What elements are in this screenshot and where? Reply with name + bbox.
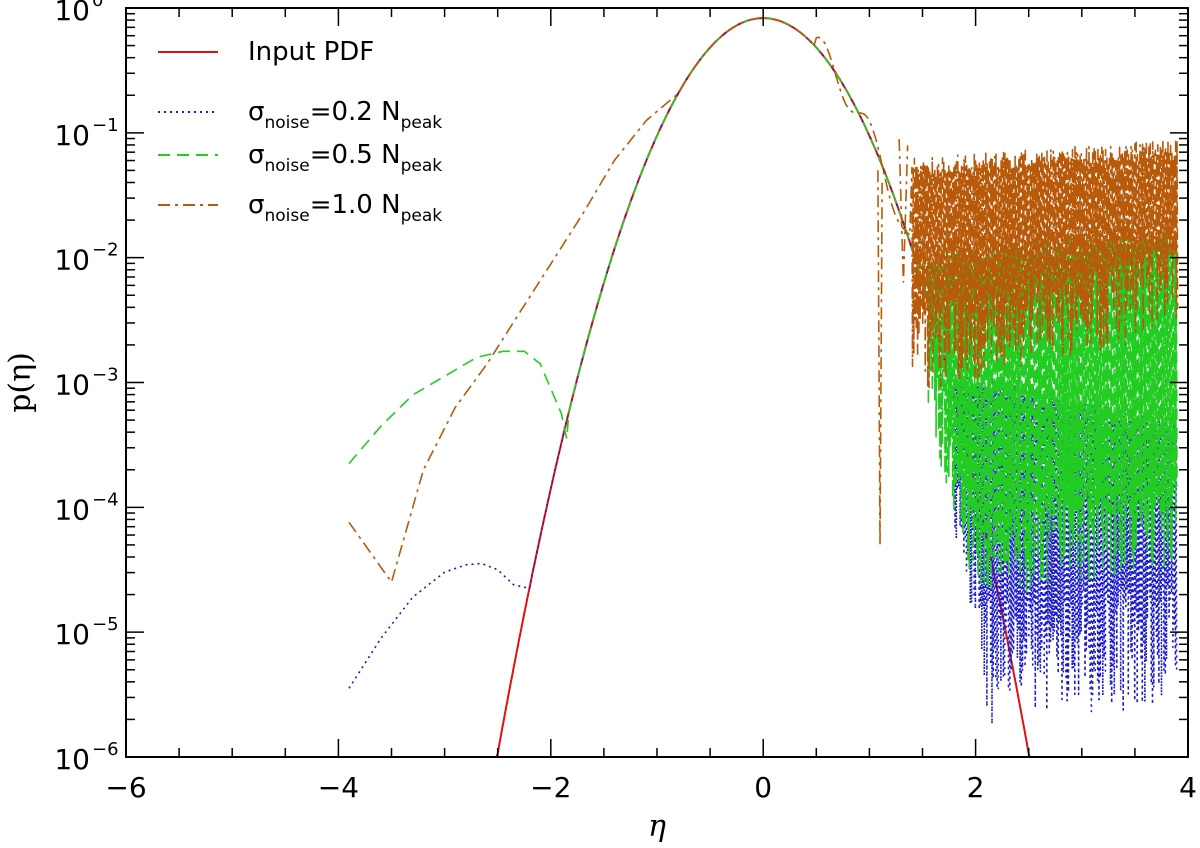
x-tick-label: −2: [530, 771, 571, 804]
y-tick-label: 10 −5: [54, 614, 118, 651]
y-tick-label: 10 0: [54, 0, 103, 27]
x-axis-label: η: [648, 809, 666, 844]
y-tick-label: 10 −6: [54, 739, 118, 776]
y-tick-label: 10 −1: [54, 115, 118, 152]
y-tick-exponent: −5: [92, 614, 119, 635]
x-tick-label: −4: [318, 771, 359, 804]
y-tick-exponent: −1: [92, 115, 119, 136]
y-tick-exponent: −2: [92, 240, 119, 261]
y-tick-label: 10 −2: [54, 240, 118, 277]
y-tick-base: 10: [54, 369, 90, 402]
y-tick-base: 10: [54, 0, 90, 27]
y-tick-base: 10: [54, 743, 90, 776]
legend: Input PDF σnoise=0.2 Npeak σnoise=0.5 Npea…: [158, 37, 442, 226]
x-tick-label: 2: [967, 771, 985, 804]
series-line-4: [348, 17, 1179, 583]
y-tick-base: 10: [54, 119, 90, 152]
y-tick-exponent: −4: [92, 489, 119, 510]
y-tick-base: 10: [54, 244, 90, 277]
legend-label-3: σnoise=0.5 Npeak: [248, 140, 442, 176]
legend-label-2: σnoise=0.2 Npeak: [248, 97, 442, 133]
y-tick-base: 10: [54, 618, 90, 651]
x-tick-label: −6: [105, 771, 146, 804]
x-tick-label: 4: [1179, 771, 1197, 804]
y-tick-exponent: −6: [92, 739, 119, 760]
legend-label-4: σnoise=1.0 Npeak: [248, 190, 442, 226]
y-tick-base: 10: [54, 493, 90, 526]
y-tick-label: 10 −4: [54, 489, 118, 526]
x-tick-label: 0: [754, 771, 772, 804]
y-tick-label: 10 −3: [54, 365, 118, 402]
legend-label-1: Input PDF: [248, 37, 374, 67]
y-axis-label: p(η): [3, 352, 38, 413]
y-tick-exponent: −3: [92, 365, 119, 386]
series-line-4-dips: [877, 139, 909, 545]
y-tick-exponent: 0: [92, 0, 103, 11]
